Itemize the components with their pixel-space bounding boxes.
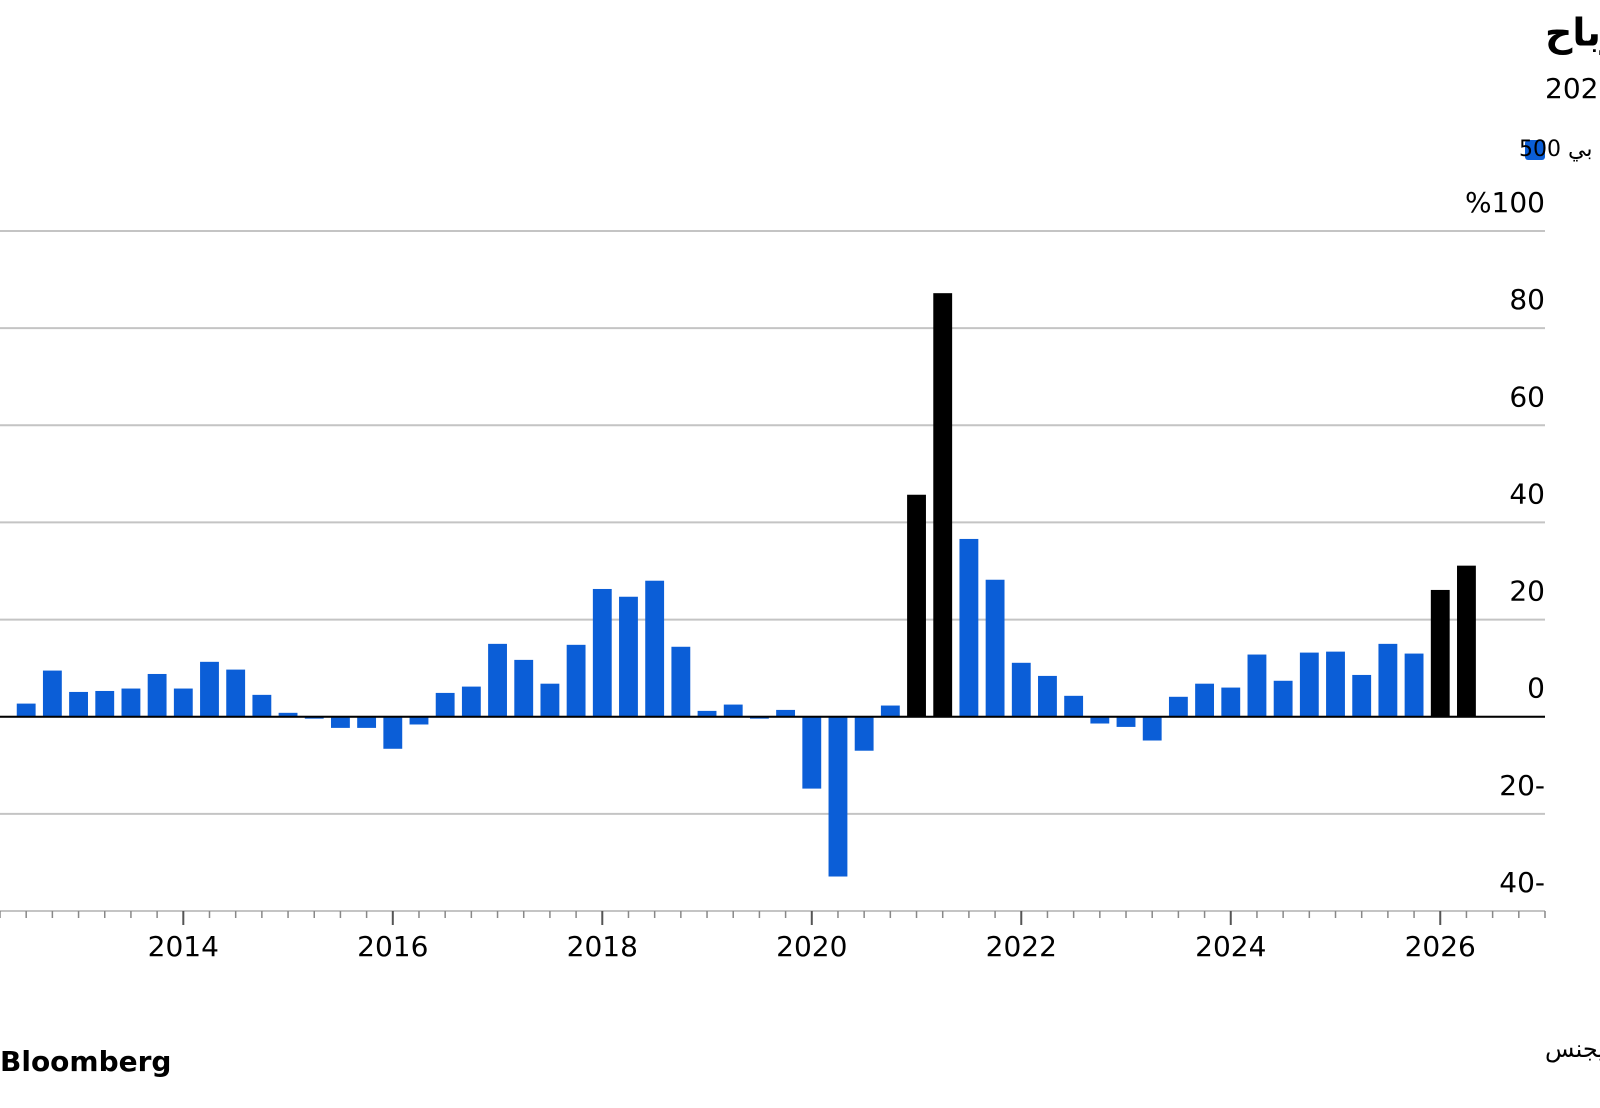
bar — [16, 703, 36, 717]
bar — [619, 596, 638, 717]
bar — [200, 661, 219, 717]
y-tick-label: 60 — [1509, 380, 1545, 413]
bar — [1430, 589, 1450, 717]
bar — [776, 709, 796, 717]
bar — [95, 690, 115, 717]
x-tick-label: 2018 — [567, 930, 638, 963]
bar — [278, 712, 298, 717]
bar — [1299, 652, 1319, 717]
bar — [959, 538, 979, 717]
y-tick-label: 80 — [1509, 283, 1545, 316]
bar — [1221, 687, 1241, 717]
bar — [1404, 653, 1424, 717]
x-tick-label: 2014 — [148, 930, 219, 963]
bar — [645, 580, 665, 717]
bar — [933, 293, 953, 717]
x-tick-label: 2026 — [1405, 930, 1476, 963]
bar — [173, 688, 193, 717]
bar — [697, 710, 717, 717]
x-tick-label: 2024 — [1195, 930, 1266, 963]
legend-label: نمو أرباح السهم في مؤشر إس آند بي 500 — [1519, 134, 1600, 162]
bar — [1168, 696, 1188, 717]
y-tick-label: 20 — [1509, 575, 1545, 608]
chart-title: طفرة الأرباح — [1545, 9, 1600, 55]
bar — [1038, 675, 1057, 717]
source: المصدر: بلومبرغ إنتليجنس — [1545, 1035, 1600, 1064]
bar — [985, 579, 1005, 717]
bar — [854, 716, 874, 751]
bar — [1352, 674, 1372, 717]
bar — [1378, 643, 1398, 717]
bar — [723, 704, 743, 717]
bar — [1142, 716, 1162, 741]
bar — [540, 683, 560, 717]
bar — [1090, 716, 1110, 724]
bar — [147, 673, 167, 717]
bar — [69, 691, 88, 717]
y-tick-label: 40 — [1509, 477, 1545, 510]
bar — [383, 716, 403, 749]
bar — [252, 694, 272, 717]
bar — [1011, 662, 1031, 717]
bar — [435, 692, 455, 717]
x-tick-label: 2022 — [986, 930, 1057, 963]
bar — [1116, 716, 1136, 727]
brand: Bloomberg — [0, 1045, 171, 1078]
bar — [357, 716, 377, 728]
bar — [1457, 565, 1476, 717]
bar — [461, 686, 481, 717]
bar — [802, 716, 822, 789]
y-tick-label: %100 — [1465, 186, 1545, 219]
y-tick-label: 0 — [1527, 672, 1545, 705]
bar — [880, 705, 900, 717]
bar — [828, 716, 848, 877]
x-tick-label: 2016 — [357, 930, 428, 963]
x-tick-label: 2020 — [776, 930, 847, 963]
bar — [1326, 651, 1345, 717]
y-tick-label: 20- — [1499, 769, 1545, 802]
bar — [566, 644, 586, 717]
y-tick-label: 40- — [1499, 866, 1545, 899]
bar — [592, 588, 612, 717]
bar — [226, 669, 246, 717]
chart-subtitle: الأسهم الأميركية تسجل أقوى نمو في أرباح … — [1545, 69, 1600, 105]
bar — [671, 646, 691, 717]
bar — [409, 716, 429, 725]
bar — [514, 659, 534, 717]
legend-swatch — [1525, 140, 1545, 160]
bar — [1195, 683, 1215, 717]
bar — [121, 688, 141, 717]
bar — [488, 643, 507, 717]
bar — [330, 716, 350, 728]
bar — [1273, 680, 1293, 717]
bar — [1247, 654, 1267, 717]
bar — [907, 494, 926, 717]
bar — [42, 670, 62, 717]
bar — [1064, 695, 1084, 717]
